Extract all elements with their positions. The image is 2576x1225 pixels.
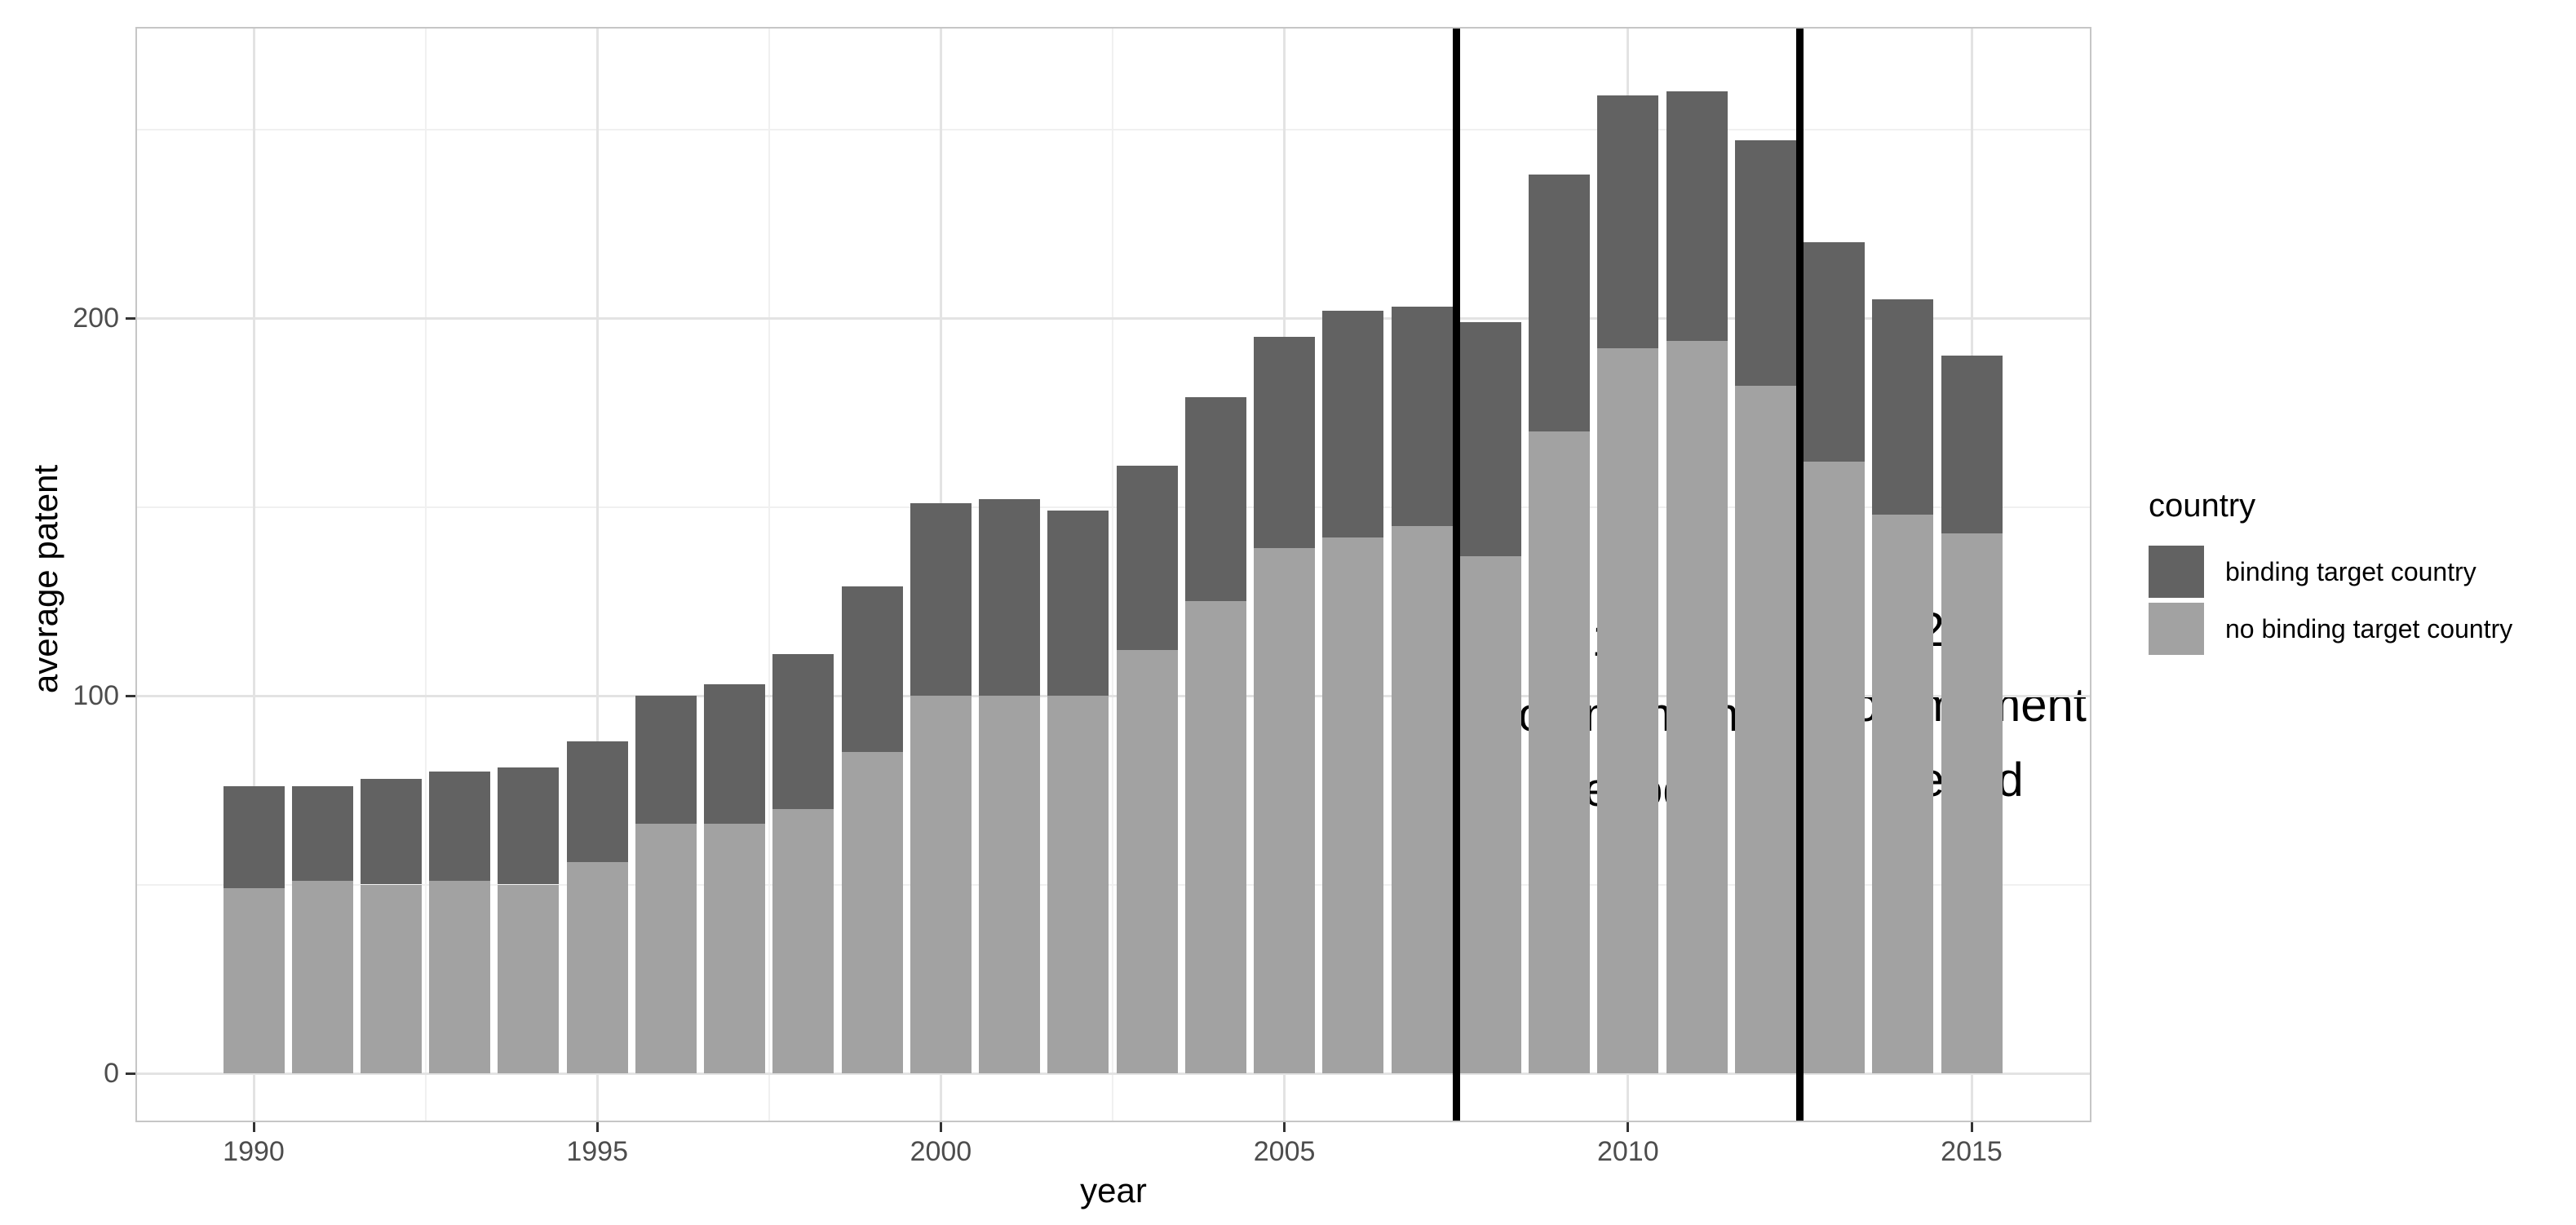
x-tick-mark [1283,1122,1286,1132]
bar-2008-no-binding [1459,555,1521,1073]
bar-2004-binding [1184,397,1246,602]
vline-1 [1452,29,1460,1121]
bar-1998-no-binding [772,808,834,1073]
x-tick-label: 1990 [223,1136,285,1167]
legend-swatch-light [2149,603,2204,655]
bar-2007-binding [1391,307,1453,526]
bar-1993-binding [429,771,491,881]
x-tick-label: 2015 [1941,1136,2003,1167]
y-axis-title: average patent [26,464,64,694]
x-tick-label: 1995 [566,1136,628,1167]
bar-2010-binding [1597,95,1659,349]
bar-2001-binding [979,499,1041,696]
bar-1991-no-binding [291,880,353,1073]
bar-2003-no-binding [1116,650,1178,1073]
gridline-y-major [137,694,2090,697]
legend-title: country [2149,488,2256,524]
legend-swatch-dark [2149,546,2204,598]
bar-1990-no-binding [223,888,285,1073]
y-tick-label: 100 [73,680,119,711]
bar-2011-binding [1666,91,1728,341]
bar-2011-no-binding [1666,340,1728,1073]
legend: country binding target country no bindin… [2149,488,2512,660]
bar-2002-no-binding [1047,696,1109,1073]
bar-2005-binding [1254,337,1316,549]
bar-1995-binding [566,741,628,862]
bar-1997-binding [704,684,766,825]
x-tick-label: 2010 [1596,1136,1659,1167]
bar-1991-binding [291,786,353,881]
x-tick-label: 2000 [910,1136,972,1167]
x-tick-mark [252,1122,255,1132]
bar-2005-no-binding [1254,548,1316,1073]
gridline-x-minor [1112,29,1113,1121]
bar-2002-binding [1047,511,1109,696]
bar-2000-no-binding [910,696,972,1073]
bar-2000-binding [910,502,972,696]
bar-2009-no-binding [1529,431,1591,1073]
y-tick-label: 0 [104,1058,119,1089]
gridline-y-major [137,316,2090,320]
gridline-y-minor [137,128,2090,130]
gridline-y-minor [137,506,2090,508]
bar-1995-no-binding [566,861,628,1073]
bar-2004-no-binding [1184,601,1246,1073]
bar-2014-binding [1872,299,1934,515]
y-tick-label: 200 [73,303,119,334]
x-tick-mark [1627,1122,1630,1132]
bar-2013-no-binding [1804,461,1866,1073]
bar-2012-no-binding [1734,386,1796,1073]
bar-2008-binding [1459,321,1521,556]
bar-1992-binding [360,778,422,885]
x-tick-label: 2005 [1253,1136,1316,1167]
bar-1996-no-binding [635,824,697,1073]
gridline-y-major [137,1072,2090,1075]
legend-label: binding target country [2225,556,2476,586]
legend-label: no binding target country [2225,613,2513,643]
bar-1996-binding [635,696,697,825]
bar-2014-no-binding [1872,514,1934,1073]
x-tick-mark [595,1122,599,1132]
bar-1993-no-binding [429,880,491,1073]
bar-1990-binding [223,786,285,889]
bar-1999-binding [841,586,903,753]
bar-1998-binding [772,654,834,809]
vline-2 [1795,29,1804,1121]
bar-1992-no-binding [360,884,422,1073]
gridline-x-major [595,29,599,1121]
bar-2009-binding [1529,175,1591,431]
legend-item-no-binding-target-country: no binding target country [2149,603,2512,655]
bar-1994-no-binding [498,884,560,1073]
bar-2001-no-binding [979,696,1041,1073]
gridline-x-major [252,29,255,1121]
bar-2007-no-binding [1391,525,1453,1073]
bar-2010-no-binding [1597,348,1659,1073]
bar-1997-no-binding [704,824,766,1073]
bar-2015-no-binding [1941,533,2003,1073]
y-tick-mark [126,694,135,697]
y-tick-mark [126,1072,135,1075]
bar-2012-binding [1734,140,1796,387]
gridline-y-minor [137,883,2090,886]
bar-2006-no-binding [1322,537,1384,1073]
legend-item-binding-target-country: binding target country [2149,546,2512,598]
gridline-x-minor [768,29,770,1121]
bar-2015-binding [1941,356,2003,533]
gridline-x-minor [424,29,427,1121]
bar-2006-binding [1322,310,1384,537]
bar-2013-binding [1804,242,1866,462]
bar-2003-binding [1116,465,1178,651]
bar-1999-no-binding [841,752,903,1073]
y-tick-mark [126,316,135,320]
bar-1994-binding [498,767,560,885]
x-tick-mark [939,1122,942,1132]
x-axis-title: year [1080,1171,1147,1210]
x-tick-mark [1970,1122,1973,1132]
